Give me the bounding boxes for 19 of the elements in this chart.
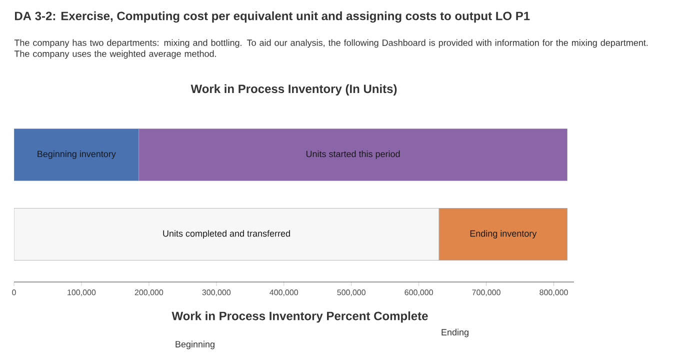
data-label: Units completed and transferred — [163, 230, 290, 238]
data-label: Ending inventory — [470, 230, 537, 238]
x-tick-label: 500,000 — [337, 290, 366, 296]
text: The company has two departments: mixing and bottling. To aid our analysis, the following Dashboard is provided with information for the mixing department. The company uses the weighted average method. — [14, 39, 648, 59]
text: Ending — [442, 328, 468, 338]
x-tick-label: 100,000 — [68, 290, 96, 296]
text: Beginning — [176, 340, 214, 350]
x-tick-label: 800,000 — [540, 290, 568, 296]
data-label: Beginning inventory — [38, 150, 116, 159]
x-tick-label: 200,000 — [134, 290, 164, 296]
x-tick-label: 400,000 — [270, 290, 298, 296]
chart-title: Work in Process Inventory (In Units) — [190, 84, 397, 96]
x-tick-label: 0 — [12, 290, 16, 296]
x-tick-label: 700,000 — [472, 290, 500, 296]
text: DA 3-2: Exercise, Computing cost per equivalent unit and assigning costs to output LO P1 — [15, 11, 530, 23]
x-tick-label: 600,000 — [404, 290, 433, 296]
text: Work in Process Inventory Percent Complete — [172, 311, 428, 323]
data-label: Units started this period — [306, 150, 400, 159]
x-tick-label: 300,000 — [202, 290, 231, 296]
